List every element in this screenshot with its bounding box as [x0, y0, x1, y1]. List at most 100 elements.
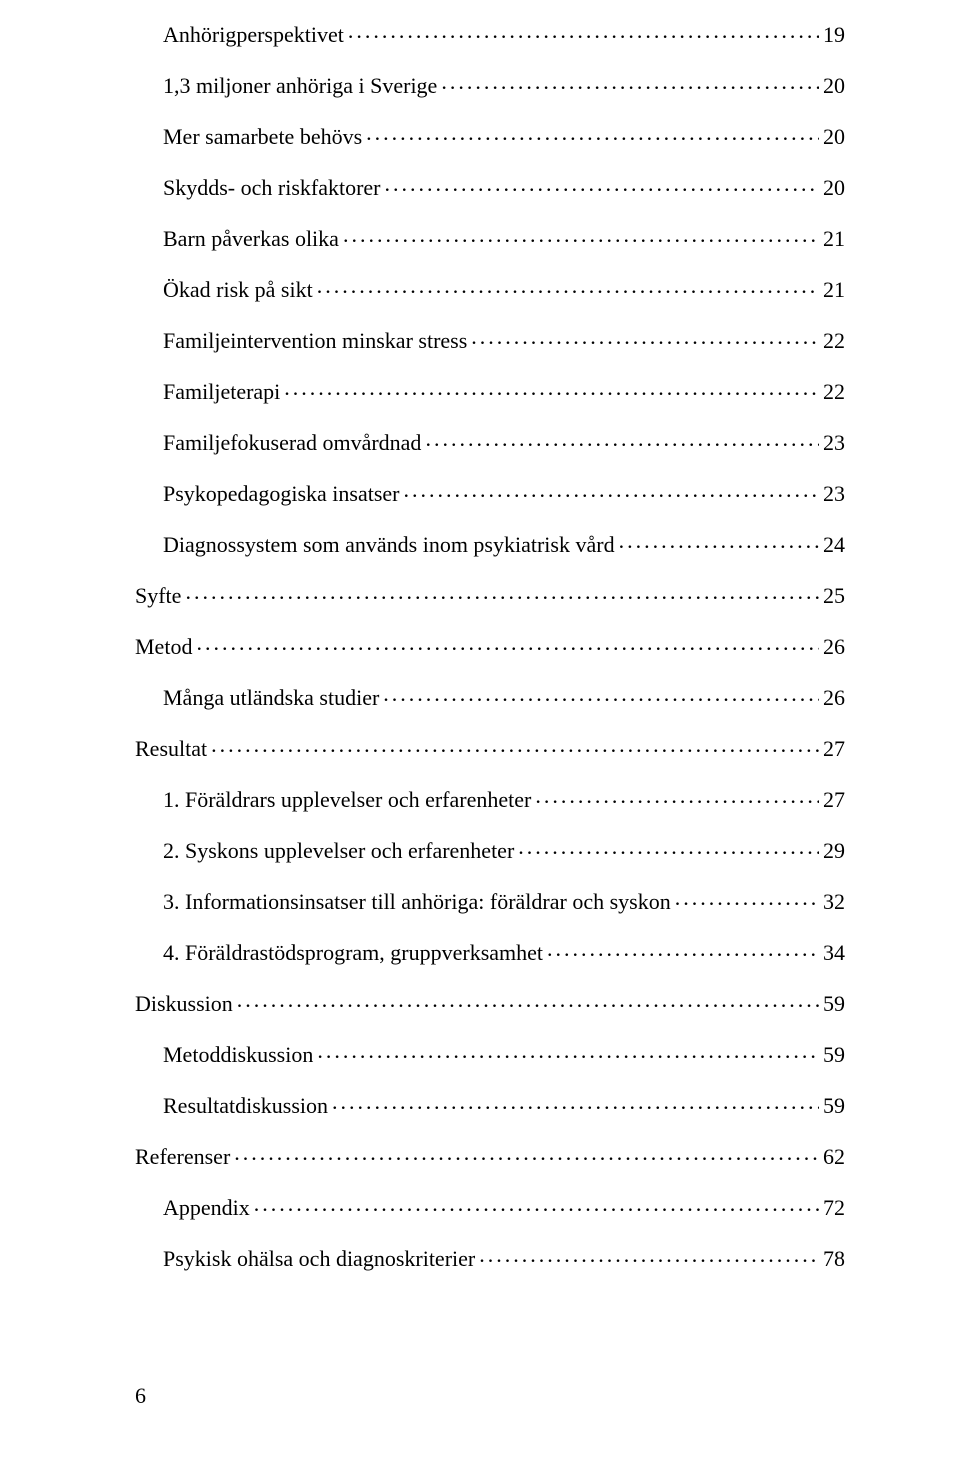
toc-entry: Resultatdiskussion 59: [135, 1091, 845, 1117]
toc-leader-dots: [254, 1193, 819, 1215]
toc-leader-dots: [518, 836, 819, 858]
toc-label: 2. Syskons upplevelser och erfarenheter: [163, 840, 514, 862]
toc-label: Psykopedagogiska insatser: [163, 483, 399, 505]
toc-entry: Metoddiskussion 59: [135, 1040, 845, 1066]
toc-leader-dots: [196, 632, 819, 654]
toc-entry: 1. Föräldrars upplevelser och erfarenhet…: [135, 785, 845, 811]
toc-entry: 3. Informationsinsatser till anhöriga: f…: [135, 887, 845, 913]
toc-leader-dots: [403, 479, 819, 501]
toc-label: Familjeintervention minskar stress: [163, 330, 467, 352]
toc-leader-dots: [185, 581, 819, 603]
toc-leader-dots: [471, 326, 819, 348]
toc-entry: Appendix 72: [135, 1193, 845, 1219]
toc-leader-dots: [348, 20, 819, 42]
toc-entry: Diagnossystem som används inom psykiatri…: [135, 530, 845, 556]
toc-leader-dots: [675, 887, 819, 909]
toc-leader-dots: [479, 1244, 819, 1266]
toc-page-number: 23: [823, 483, 845, 505]
toc-page-number: 27: [823, 738, 845, 760]
toc-leader-dots: [535, 785, 819, 807]
page-number: 6: [135, 1383, 146, 1409]
toc-page-number: 32: [823, 891, 845, 913]
toc-entry: Familjefokuserad omvårdnad 23: [135, 428, 845, 454]
toc-page-number: 26: [823, 636, 845, 658]
toc-label: Barn påverkas olika: [163, 228, 339, 250]
toc-label: Anhörigperspektivet: [163, 24, 344, 46]
toc-entry: Psykopedagogiska insatser 23: [135, 479, 845, 505]
toc-entry: Metod 26: [135, 632, 845, 658]
toc-leader-dots: [284, 377, 819, 399]
toc-entry: 1,3 miljoner anhöriga i Sverige 20: [135, 71, 845, 97]
toc-entry: Många utländska studier 26: [135, 683, 845, 709]
toc-label: Metod: [135, 636, 192, 658]
toc-list: Anhörigperspektivet 19 1,3 miljoner anhöri…: [135, 20, 845, 1270]
toc-label: Ökad risk på sikt: [163, 279, 313, 301]
toc-leader-dots: [317, 275, 819, 297]
toc-entry: 4. Föräldrastödsprogram, gruppverksamhet…: [135, 938, 845, 964]
toc-page-number: 27: [823, 789, 845, 811]
toc-page-number: 34: [823, 942, 845, 964]
toc-page-number: 20: [823, 126, 845, 148]
toc-entry: Ökad risk på sikt 21: [135, 275, 845, 301]
toc-entry: Referenser 62: [135, 1142, 845, 1168]
toc-page-number: 59: [823, 993, 845, 1015]
toc-leader-dots: [366, 122, 819, 144]
toc-page-number: 20: [823, 177, 845, 199]
toc-page-number: 78: [823, 1248, 845, 1270]
toc-label: Familjefokuserad omvårdnad: [163, 432, 421, 454]
toc-page-number: 20: [823, 75, 845, 97]
toc-label: 3. Informationsinsatser till anhöriga: f…: [163, 891, 671, 913]
toc-leader-dots: [425, 428, 819, 450]
toc-leader-dots: [619, 530, 819, 552]
toc-entry: Barn påverkas olika 21: [135, 224, 845, 250]
toc-entry: Diskussion 59: [135, 989, 845, 1015]
toc-leader-dots: [332, 1091, 819, 1113]
toc-label: Skydds- och riskfaktorer: [163, 177, 381, 199]
toc-entry: Mer samarbete behövs 20: [135, 122, 845, 148]
toc-label: 1,3 miljoner anhöriga i Sverige: [163, 75, 437, 97]
toc-label: Diskussion: [135, 993, 233, 1015]
toc-page-number: 19: [823, 24, 845, 46]
toc-label: Referenser: [135, 1146, 230, 1168]
toc-page-number: 22: [823, 381, 845, 403]
toc-label: 4. Föräldrastödsprogram, gruppverksamhet: [163, 942, 543, 964]
toc-entry: Familjeintervention minskar stress 22: [135, 326, 845, 352]
toc-label: Syfte: [135, 585, 181, 607]
toc-leader-dots: [441, 71, 819, 93]
toc-label: Diagnossystem som används inom psykiatri…: [163, 534, 615, 556]
toc-entry: Skydds- och riskfaktorer 20: [135, 173, 845, 199]
toc-page-number: 62: [823, 1146, 845, 1168]
toc-page-number: 24: [823, 534, 845, 556]
toc-entry: Syfte 25: [135, 581, 845, 607]
toc-entry: Anhörigperspektivet 19: [135, 20, 845, 46]
toc-label: Mer samarbete behövs: [163, 126, 362, 148]
toc-page-number: 21: [823, 228, 845, 250]
toc-leader-dots: [547, 938, 819, 960]
toc-entry: Resultat 27: [135, 734, 845, 760]
toc-entry: Familjeterapi 22: [135, 377, 845, 403]
toc-label: Appendix: [163, 1197, 250, 1219]
toc-leader-dots: [234, 1142, 819, 1164]
toc-label: Metoddiskussion: [163, 1044, 313, 1066]
toc-label: Resultat: [135, 738, 207, 760]
toc-leader-dots: [211, 734, 819, 756]
toc-page-number: 59: [823, 1095, 845, 1117]
toc-page-number: 72: [823, 1197, 845, 1219]
toc-page-number: 26: [823, 687, 845, 709]
toc-label: Resultatdiskussion: [163, 1095, 328, 1117]
toc-leader-dots: [383, 683, 819, 705]
toc-label: Många utländska studier: [163, 687, 379, 709]
toc-leader-dots: [343, 224, 819, 246]
toc-label: 1. Föräldrars upplevelser och erfarenhet…: [163, 789, 531, 811]
toc-page-number: 23: [823, 432, 845, 454]
toc-page-number: 59: [823, 1044, 845, 1066]
toc-label: Familjeterapi: [163, 381, 280, 403]
toc-page-number: 25: [823, 585, 845, 607]
toc-page-number: 21: [823, 279, 845, 301]
toc-leader-dots: [237, 989, 819, 1011]
toc-page-number: 22: [823, 330, 845, 352]
toc-page-number: 29: [823, 840, 845, 862]
toc-entry: 2. Syskons upplevelser och erfarenheter 2…: [135, 836, 845, 862]
toc-label: Psykisk ohälsa och diagnoskriterier: [163, 1248, 475, 1270]
toc-entry: Psykisk ohälsa och diagnoskriterier 78: [135, 1244, 845, 1270]
